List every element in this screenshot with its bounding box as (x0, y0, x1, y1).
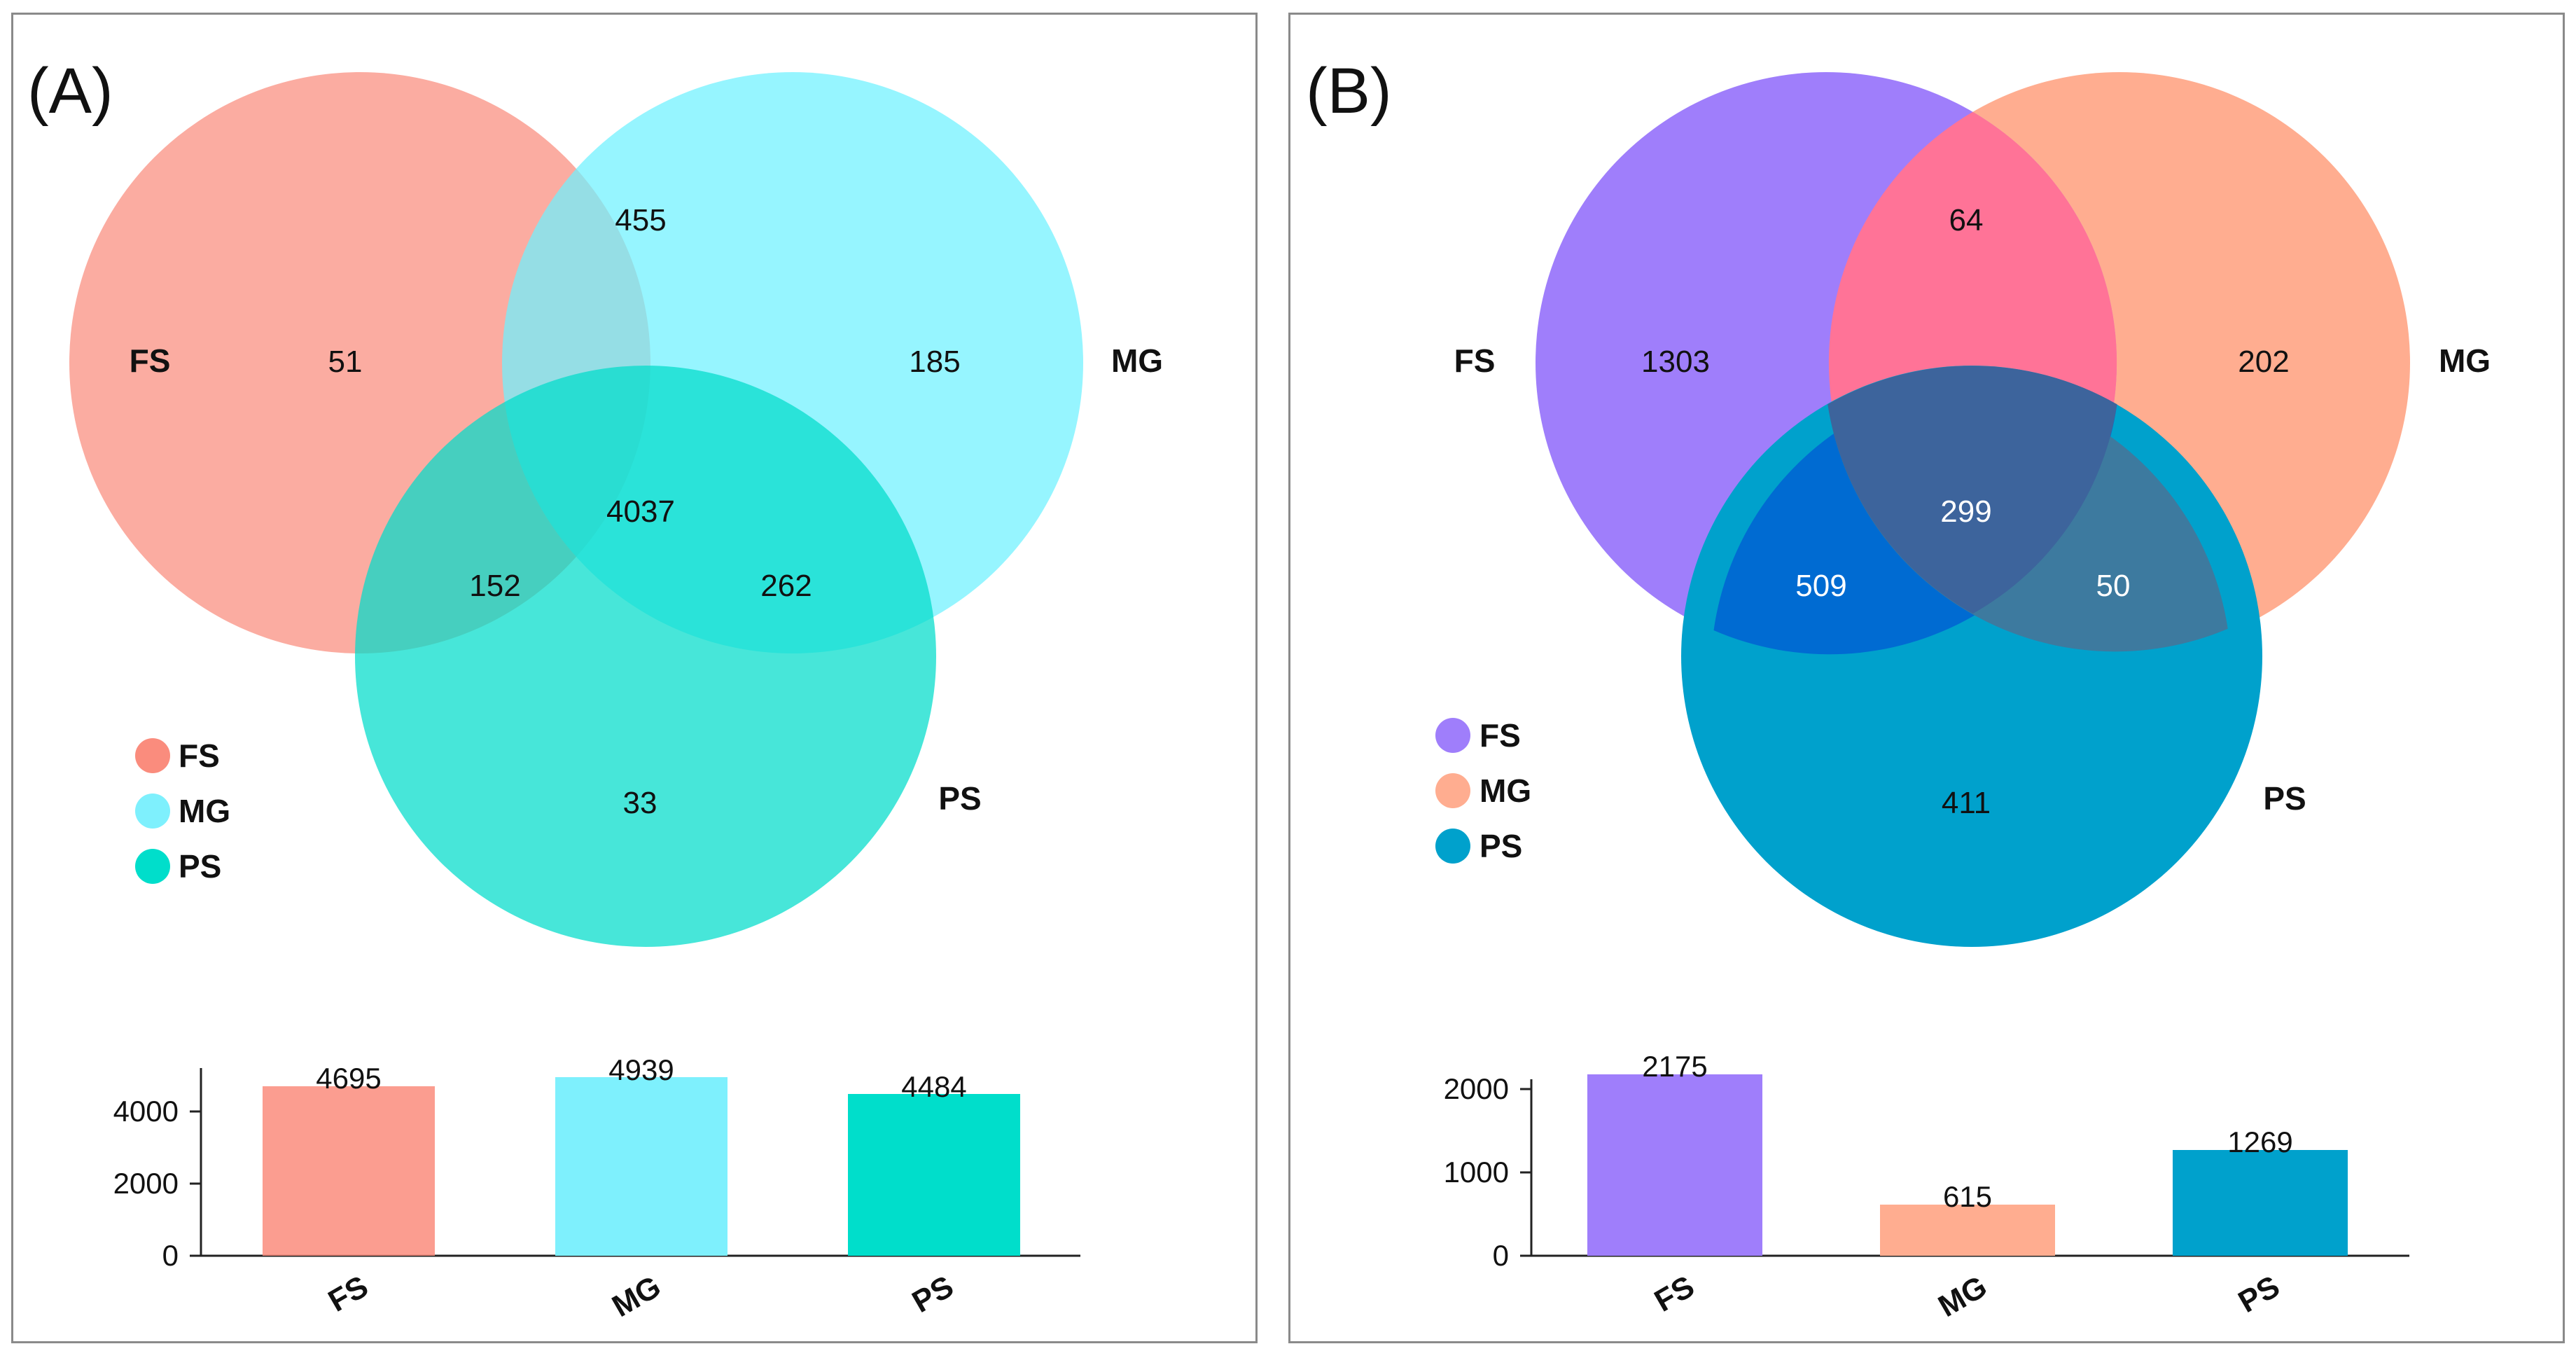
bar-b-fs (1587, 1074, 1762, 1256)
bar-a-ps (848, 1094, 1020, 1256)
bar-b-xlabel-ps: PS (2233, 1269, 2285, 1319)
bar-b-ps (2173, 1150, 2348, 1256)
legend-a-swatch-mg (135, 794, 170, 829)
venn-a-region-fs-only: 51 (328, 345, 363, 379)
venn-a-region-all: 4037 (606, 494, 675, 529)
venn-b-region-ps-only: 411 (1942, 786, 1991, 820)
bar-b-ytick-label-2: 2000 (1444, 1072, 1509, 1105)
panel-a-label: (A) (27, 55, 113, 127)
bar-a-value-mg: 4939 (608, 1053, 674, 1086)
venn-b-region-mg-only: 202 (2238, 345, 2289, 379)
legend-b-label-ps: PS (1480, 828, 1522, 864)
legend-b-swatch-ps (1435, 829, 1470, 864)
panel-b: (B) FS MG PS 1303 202 411 64 509 50 299 … (1288, 13, 2565, 1343)
venn-b-region-all: 299 (1940, 494, 1991, 529)
legend-a-label-mg: MG (179, 793, 230, 829)
bar-a-value-fs: 4695 (316, 1062, 381, 1095)
venn-a-region-mg-ps: 262 (760, 569, 812, 603)
panel-b-label: (B) (1306, 55, 1392, 127)
venn-a-region-ps-only: 33 (623, 786, 657, 820)
legend-a-swatch-ps (135, 849, 170, 884)
legend-b-swatch-fs (1435, 718, 1470, 753)
panel-a: (A) FS MG PS 51 185 33 455 152 262 4037 … (11, 13, 1258, 1343)
venn-b-set-label-ps: PS (2263, 780, 2306, 817)
venn-b-region-fs-mg: 64 (1949, 203, 1984, 237)
venn-a-set-label-ps: PS (938, 780, 981, 817)
legend-a: FS MG PS (135, 737, 230, 885)
bar-a-xlabel-fs: FS (323, 1269, 374, 1319)
bar-a-mg (555, 1077, 727, 1256)
bar-a-ytick-label-0: 0 (162, 1239, 179, 1272)
bar-b-xlabel-fs: FS (1649, 1269, 1700, 1319)
venn-b-set-label-mg: MG (2439, 342, 2491, 379)
bar-b-value-ps: 1269 (2227, 1125, 2292, 1158)
venn-a-region-mg-only: 185 (909, 345, 960, 379)
venn-b-region-fs-ps: 509 (1795, 569, 1846, 603)
venn-b-region-mg-ps: 50 (2096, 569, 2131, 603)
venn-a-region-fs-ps: 152 (469, 569, 520, 603)
legend-b-swatch-mg (1435, 773, 1470, 808)
bar-a-value-ps: 4484 (901, 1070, 966, 1103)
bar-a-fs (263, 1086, 435, 1256)
legend-b-label-mg: MG (1480, 772, 1531, 809)
venn-a-set-label-fs: FS (130, 342, 171, 379)
bar-a-ytick-label-2: 4000 (113, 1095, 179, 1128)
venn-a-circle-ps (355, 366, 936, 947)
bar-chart-b: 0 1000 2000 2175 615 1269 FS MG PS (1444, 1050, 2409, 1324)
bar-a-xlabel-mg: MG (606, 1269, 667, 1324)
panel-b-svg: (B) FS MG PS 1303 202 411 64 509 50 299 … (1306, 55, 2491, 1324)
venn-a-region-fs-mg: 455 (615, 203, 666, 237)
venn-a-set-label-mg: MG (1111, 342, 1163, 379)
venn-a: FS MG PS 51 185 33 455 152 262 4037 (69, 72, 1163, 947)
bar-b-ytick-label-0: 0 (1493, 1239, 1509, 1272)
venn-b: FS MG PS 1303 202 411 64 509 50 299 (1454, 72, 2491, 947)
bar-b-xlabel-mg: MG (1933, 1269, 1993, 1324)
legend-b: FS MG PS (1435, 717, 1531, 864)
panel-a-svg: (A) FS MG PS 51 185 33 455 152 262 4037 … (27, 55, 1163, 1324)
venn-b-overlap-all (1827, 366, 2117, 614)
bar-chart-a: 0 2000 4000 4695 4939 4484 FS MG PS (113, 1053, 1080, 1324)
bar-a-ytick-label-1: 2000 (113, 1167, 179, 1200)
legend-a-label-ps: PS (179, 848, 221, 885)
bar-b-value-fs: 2175 (1642, 1050, 1707, 1083)
venn-b-region-fs-only: 1303 (1641, 345, 1710, 379)
legend-a-swatch-fs (135, 738, 170, 773)
venn-b-set-label-fs: FS (1454, 342, 1496, 379)
bar-b-mg (1880, 1205, 2055, 1256)
legend-b-label-fs: FS (1480, 717, 1521, 754)
bar-b-ytick-label-1: 1000 (1444, 1156, 1509, 1189)
bar-b-value-mg: 615 (1943, 1180, 1992, 1213)
legend-a-label-fs: FS (179, 737, 220, 774)
bar-a-xlabel-ps: PS (907, 1269, 959, 1319)
